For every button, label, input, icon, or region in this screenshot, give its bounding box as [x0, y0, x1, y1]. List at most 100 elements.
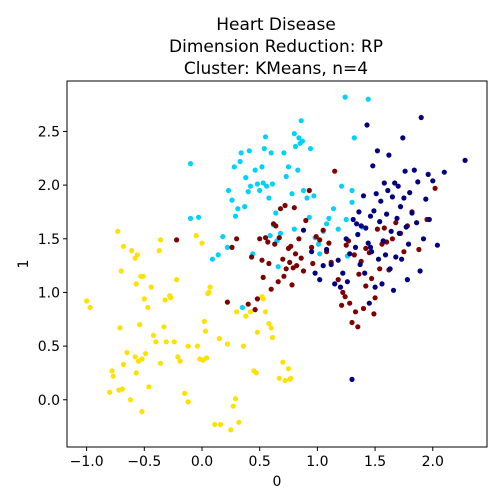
data-point-cluster-1 [243, 175, 249, 181]
data-point-cluster-1 [268, 150, 274, 156]
data-point-cluster-0 [133, 370, 139, 376]
data-point-cluster-2 [249, 254, 255, 260]
data-point-cluster-0 [141, 296, 147, 302]
data-point-cluster-2 [343, 242, 349, 248]
data-point-cluster-1 [209, 256, 215, 262]
data-point-cluster-1 [342, 94, 348, 100]
data-point-cluster-1 [225, 187, 232, 194]
data-point-cluster-3 [356, 209, 362, 215]
data-point-cluster-3 [395, 183, 401, 189]
data-points [84, 94, 468, 433]
data-point-cluster-3 [423, 196, 429, 202]
data-point-cluster-2 [229, 244, 235, 250]
data-point-cluster-0 [217, 421, 224, 428]
data-point-cluster-1 [283, 173, 289, 180]
data-point-cluster-3 [328, 261, 334, 268]
data-point-cluster-0 [124, 349, 130, 356]
data-point-cluster-2 [288, 243, 294, 249]
data-point-cluster-2 [268, 286, 274, 292]
data-point-cluster-0 [139, 356, 145, 362]
data-point-cluster-2 [381, 225, 387, 231]
data-point-cluster-0 [150, 332, 157, 338]
data-point-cluster-3 [362, 270, 368, 276]
data-point-cluster-1 [277, 230, 284, 236]
data-point-cluster-3 [434, 242, 440, 248]
x-tick-label: −0.5 [127, 454, 161, 470]
data-point-cluster-3 [401, 195, 407, 201]
data-point-cluster-0 [282, 377, 288, 384]
data-point-cluster-3 [462, 157, 468, 163]
data-point-cluster-2 [317, 237, 323, 243]
data-point-cluster-3 [418, 114, 424, 121]
data-point-cluster-2 [174, 237, 180, 243]
data-point-cluster-1 [304, 195, 310, 201]
data-point-cluster-3 [363, 225, 369, 231]
data-point-cluster-1 [291, 226, 297, 232]
data-point-cluster-3 [357, 261, 363, 268]
data-point-cluster-1 [311, 193, 317, 199]
y-tick-label: 1.5 [38, 232, 60, 248]
data-point-cluster-0 [107, 389, 113, 395]
data-point-cluster-3 [366, 300, 372, 306]
data-point-cluster-2 [265, 239, 271, 245]
data-point-cluster-3 [371, 208, 377, 214]
data-point-cluster-0 [115, 228, 121, 234]
data-point-cluster-2 [320, 227, 326, 233]
data-point-cluster-3 [441, 169, 447, 175]
x-axis-ticks: −1.0 −0.5 0.0 0.5 1.0 1.5 2.0 [70, 447, 444, 470]
data-point-cluster-3 [426, 216, 432, 223]
data-point-cluster-3 [352, 244, 359, 250]
data-point-cluster-1 [335, 226, 341, 232]
y-tick-label: 2.0 [38, 178, 60, 194]
y-tick-label: 0.5 [38, 339, 60, 355]
data-point-cluster-0 [134, 252, 140, 258]
data-point-cluster-1 [298, 118, 304, 124]
data-point-cluster-0 [137, 322, 143, 328]
data-point-cluster-2 [277, 206, 284, 212]
data-point-cluster-3 [390, 287, 397, 293]
data-point-cluster-2 [281, 273, 287, 279]
data-point-cluster-3 [388, 228, 394, 234]
data-point-cluster-0 [262, 309, 269, 315]
data-point-cluster-0 [120, 243, 127, 249]
data-point-cluster-0 [266, 321, 272, 327]
data-point-cluster-1 [187, 161, 194, 167]
data-point-cluster-3 [400, 135, 406, 141]
data-point-cluster-2 [300, 268, 307, 274]
data-point-cluster-3 [399, 256, 405, 262]
data-point-cluster-3 [317, 277, 323, 283]
data-point-cluster-2 [369, 275, 375, 282]
data-point-cluster-0 [139, 409, 145, 415]
data-point-cluster-3 [380, 238, 386, 244]
data-point-cluster-0 [129, 248, 135, 254]
data-point-cluster-1 [238, 150, 244, 156]
data-point-cluster-3 [350, 216, 356, 223]
data-point-cluster-1 [195, 214, 202, 220]
data-point-cluster-2 [352, 309, 359, 315]
data-point-cluster-2 [310, 260, 316, 267]
data-point-cluster-1 [289, 191, 295, 197]
data-point-cluster-2 [309, 244, 315, 250]
data-point-cluster-3 [332, 281, 338, 287]
data-point-cluster-3 [355, 231, 361, 238]
data-point-cluster-3 [309, 249, 315, 255]
data-point-cluster-0 [153, 339, 159, 345]
data-point-cluster-2 [294, 263, 300, 269]
data-point-cluster-1 [245, 189, 251, 195]
data-point-cluster-2 [401, 249, 407, 255]
data-point-cluster-0 [110, 373, 116, 379]
data-point-cluster-1 [326, 215, 332, 221]
data-point-cluster-1 [299, 138, 305, 144]
data-point-cluster-2 [298, 255, 304, 261]
data-point-cluster-3 [300, 227, 307, 233]
data-point-cluster-0 [148, 284, 154, 290]
data-point-cluster-2 [306, 187, 312, 194]
data-point-cluster-1 [324, 221, 330, 227]
data-point-cluster-2 [416, 246, 422, 253]
chart-title-line-3: Cluster: KMeans, n=4 [184, 59, 368, 79]
data-point-cluster-0 [146, 384, 152, 390]
data-point-cluster-3 [387, 266, 393, 272]
data-point-cluster-0 [216, 336, 222, 342]
data-point-cluster-3 [397, 204, 404, 210]
data-point-cluster-1 [246, 148, 252, 154]
